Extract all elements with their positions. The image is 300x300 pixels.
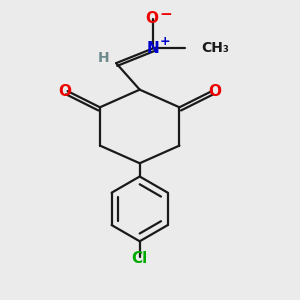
Text: −: −	[159, 7, 172, 22]
Text: O: O	[208, 84, 221, 99]
Text: O: O	[145, 11, 158, 26]
Text: N: N	[147, 41, 159, 56]
Text: +: +	[160, 35, 171, 48]
Text: CH₃: CH₃	[202, 41, 230, 56]
Text: O: O	[58, 84, 71, 99]
Text: Cl: Cl	[132, 251, 148, 266]
Text: H: H	[98, 51, 110, 65]
